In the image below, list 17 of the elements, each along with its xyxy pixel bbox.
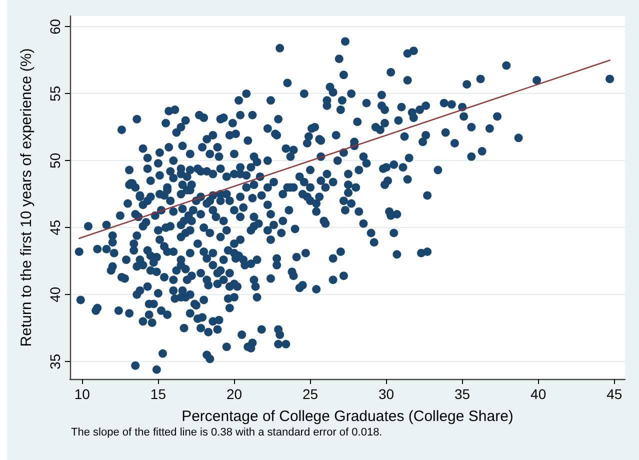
y-tick-label: 55 (47, 86, 63, 102)
y-tick-label: 50 (47, 152, 63, 168)
x-tick-label: 15 (150, 386, 166, 402)
y-tick-label: 40 (47, 286, 63, 302)
y-tick-label: 35 (47, 354, 63, 370)
x-tick-label: 35 (454, 386, 470, 402)
x-axis-title: Percentage of College Graduates (College Share) (182, 408, 514, 425)
x-tick-label: 20 (226, 386, 242, 402)
text: The slope of the fitted line is 0.38 with a standard error of 0.018. (71, 426, 382, 438)
y-tick-label: 60 (47, 18, 63, 35)
x-tick-label: 30 (378, 386, 394, 402)
y-axis-title: Return to the first 10 years of experience (%) (18, 48, 35, 347)
x-tick-label: 40 (530, 386, 546, 402)
x-tick-label: 25 (302, 386, 318, 402)
x-tick-label: 45 (606, 386, 622, 402)
y-tick-label: 45 (47, 220, 63, 236)
x-tick-label: 10 (74, 386, 90, 402)
